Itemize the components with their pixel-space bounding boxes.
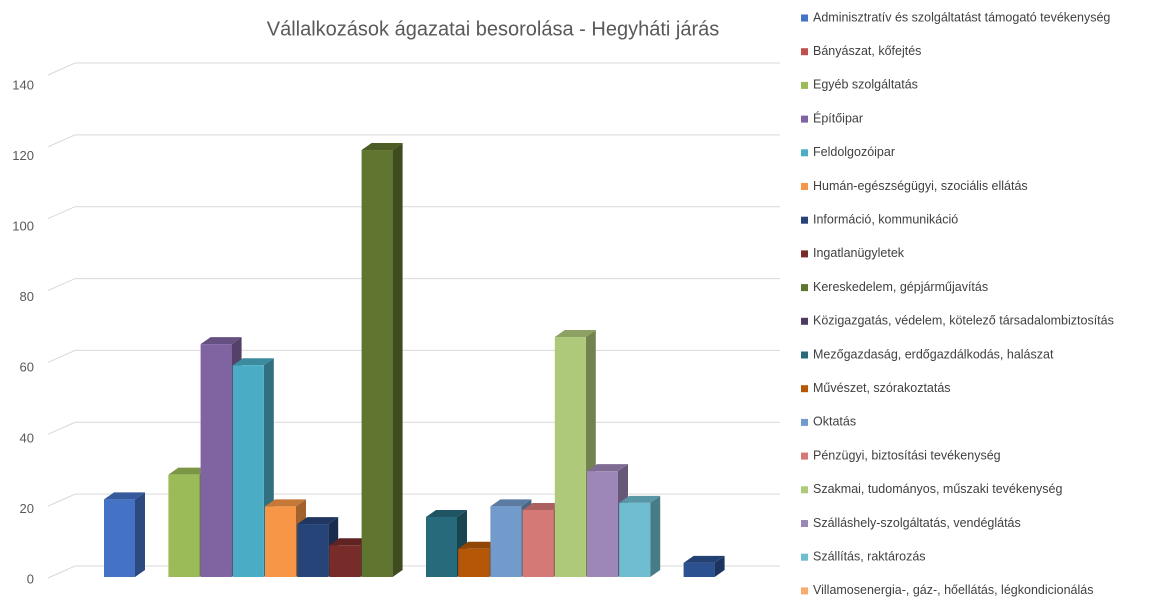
bar-top bbox=[619, 495, 661, 503]
legend-swatch bbox=[801, 183, 808, 190]
bar-top bbox=[490, 499, 532, 507]
legend-swatch bbox=[801, 587, 808, 595]
bar-side bbox=[392, 143, 403, 578]
bar bbox=[683, 555, 725, 577]
bar bbox=[361, 143, 403, 578]
bar-side bbox=[650, 495, 661, 577]
bar-front bbox=[329, 545, 361, 577]
bar-side bbox=[714, 555, 725, 577]
bar-front bbox=[297, 524, 329, 577]
grid-line bbox=[47, 134, 780, 148]
bar-front bbox=[232, 365, 264, 577]
legend-label: Szakmai, tudományos, műszaki tevékenység bbox=[813, 482, 1062, 496]
legend-swatch bbox=[801, 48, 808, 56]
bar-top bbox=[168, 467, 210, 475]
legend-swatch bbox=[801, 452, 808, 460]
bar-top bbox=[297, 517, 339, 525]
legend-swatch bbox=[801, 216, 808, 224]
bar-side bbox=[135, 492, 145, 577]
bar-top bbox=[426, 510, 467, 518]
legend-label: Közigazgatás, védelem, kötelező társadal… bbox=[813, 314, 1114, 328]
legend-label: Pénzügyi, biztosítási tevékenység bbox=[813, 448, 1001, 462]
legend-label: Szállítás, raktározás bbox=[813, 549, 926, 563]
legend-label: Egyéb szolgáltatás bbox=[813, 78, 918, 92]
y-tick-label: 20 bbox=[20, 501, 34, 516]
bar-top bbox=[683, 555, 725, 563]
grid-line bbox=[47, 62, 780, 76]
bar-front bbox=[104, 499, 135, 577]
legend-swatch bbox=[801, 385, 808, 393]
grid-line bbox=[47, 278, 780, 292]
y-tick-label: 80 bbox=[20, 289, 34, 304]
legend-swatch bbox=[801, 351, 808, 359]
bar-front bbox=[361, 150, 393, 578]
legend-swatch bbox=[801, 149, 808, 157]
bar-front bbox=[265, 506, 296, 577]
legend-label: Ingatlanügyletek bbox=[813, 246, 905, 260]
bar-top bbox=[554, 330, 596, 338]
bar-top bbox=[458, 541, 500, 549]
bar-top bbox=[104, 492, 145, 500]
y-tick-label: 0 bbox=[27, 571, 34, 586]
legend-swatch bbox=[801, 81, 808, 89]
legend-swatch bbox=[801, 418, 808, 426]
legend-label: Szálláshely-szolgáltatás, vendéglátás bbox=[813, 516, 1021, 530]
grid-line bbox=[47, 421, 780, 435]
bar-front bbox=[683, 562, 715, 577]
legend-swatch bbox=[801, 553, 808, 561]
bar-top bbox=[522, 502, 564, 510]
bar-front bbox=[458, 548, 490, 577]
legend-swatch bbox=[801, 284, 808, 292]
legend-swatch bbox=[801, 486, 808, 494]
bar-top bbox=[265, 499, 306, 507]
bar bbox=[619, 495, 661, 577]
bar-top bbox=[361, 143, 403, 151]
bar-top bbox=[232, 358, 274, 366]
bar-top bbox=[329, 538, 371, 546]
bar-front bbox=[490, 506, 522, 577]
bar-front bbox=[522, 509, 554, 577]
legend-swatch bbox=[801, 250, 808, 258]
legend-label: Művészet, szórakoztatás bbox=[813, 381, 951, 395]
legend-label: Információ, kommunikáció bbox=[813, 212, 958, 226]
bar-top bbox=[587, 464, 628, 472]
bar-front bbox=[587, 471, 618, 577]
grid-line bbox=[47, 565, 780, 579]
y-tick-label: 40 bbox=[20, 430, 34, 445]
y-tick-label: 140 bbox=[12, 77, 34, 92]
legend-swatch bbox=[801, 317, 808, 325]
chart-title: Vállalkozások ágazatai besorolása - Hegy… bbox=[267, 18, 719, 40]
y-tick-label: 120 bbox=[12, 148, 34, 163]
bar-front bbox=[554, 337, 586, 577]
legend-label: Feldolgozóipar bbox=[813, 145, 895, 159]
legend-label: Építőipar bbox=[813, 110, 863, 125]
bar bbox=[104, 492, 145, 577]
y-tick-label: 100 bbox=[12, 219, 34, 234]
legend-label: Oktatás bbox=[813, 415, 856, 429]
legend-label: Mezőgazdaság, erdőgazdálkodás, halászat bbox=[813, 347, 1054, 361]
legend-swatch bbox=[801, 520, 808, 527]
grid-line bbox=[47, 206, 780, 220]
grid-line bbox=[47, 349, 780, 363]
legend-label: Villamosenergia-, gáz-, hőellátás, légko… bbox=[813, 583, 1094, 597]
bar-front bbox=[426, 517, 457, 577]
y-tick-label: 60 bbox=[20, 360, 34, 375]
legend-label: Humán-egészségügyi, szociális ellátás bbox=[813, 179, 1028, 193]
grid-line bbox=[47, 493, 780, 507]
bar-front bbox=[168, 474, 200, 577]
legend-swatch bbox=[801, 14, 808, 22]
legend-swatch bbox=[801, 115, 808, 123]
bar-top bbox=[200, 337, 242, 345]
legend-label: Kereskedelem, gépjárműjavítás bbox=[813, 280, 988, 294]
bar-front bbox=[619, 502, 651, 577]
bar-front bbox=[200, 344, 232, 577]
legend-label: Bányászat, kőfejtés bbox=[813, 44, 921, 58]
legend-label: Adminisztratív és szolgáltatást támogató… bbox=[813, 10, 1110, 24]
